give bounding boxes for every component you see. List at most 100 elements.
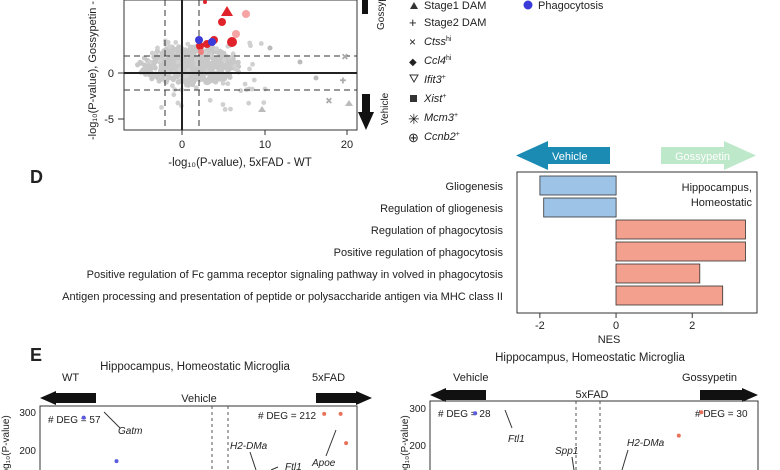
top-highlight-points bbox=[195, 0, 250, 55]
e-left-points bbox=[81, 411, 349, 464]
e-right-arrow-right bbox=[700, 388, 758, 402]
e-left-ytick-200: 200 bbox=[19, 446, 36, 457]
grey-point bbox=[219, 50, 225, 56]
legend-stage1: Stage1 DAM bbox=[424, 0, 486, 12]
red-point bbox=[198, 49, 204, 55]
grey-point bbox=[168, 48, 175, 55]
grey-point bbox=[247, 66, 252, 72]
legend-ccnb2: Ccnb2+ bbox=[424, 131, 460, 143]
top-xlabel: -log₁₀(P-value), 5xFAD - WT bbox=[168, 157, 311, 169]
legend-square-icon bbox=[410, 95, 417, 102]
blue-point bbox=[195, 36, 203, 44]
red-scatter-point bbox=[676, 433, 681, 438]
e-left-group-label: Vehicle bbox=[181, 393, 216, 405]
nes-tick-label: 0 bbox=[613, 320, 619, 332]
e-left-ylabel: -log₁₀(P-value) bbox=[1, 415, 12, 470]
legend-crosshair-icon: ⊕ bbox=[408, 130, 419, 145]
grey-point bbox=[227, 74, 233, 80]
e-right-arrow-right-label: Gossypetin bbox=[682, 372, 737, 384]
grey-point bbox=[163, 49, 169, 56]
grey-point bbox=[261, 100, 267, 105]
legend-cross-icon: × bbox=[409, 35, 416, 49]
grey-point bbox=[220, 62, 226, 68]
gossypetin-arrow-label: Gossypetin bbox=[675, 151, 730, 163]
grey-point bbox=[137, 59, 143, 65]
nes-x-ticks: -2 0 2 bbox=[535, 313, 695, 332]
nes-bar bbox=[615, 263, 701, 284]
legend-triangle-icon bbox=[410, 2, 418, 9]
grey-point bbox=[147, 59, 153, 65]
grey-point bbox=[246, 100, 252, 106]
grey-point bbox=[170, 58, 176, 64]
legend-blue-dot-icon bbox=[523, 0, 533, 10]
grey-point bbox=[238, 88, 244, 94]
grey-point bbox=[220, 80, 226, 86]
top-ytick-0: 0 bbox=[108, 68, 114, 80]
e-left-arrow-left-label: WT bbox=[62, 372, 79, 384]
top-ytick-neg5: -5 bbox=[104, 114, 114, 126]
grey-point bbox=[171, 92, 177, 98]
red-scatter-point bbox=[338, 411, 343, 416]
e-right-ylabel: -log₁₀(P-value) bbox=[400, 415, 411, 470]
grey-point bbox=[150, 64, 156, 71]
grey-point bbox=[193, 57, 199, 63]
grey-point bbox=[187, 48, 193, 54]
top-xtick-0: 0 bbox=[179, 139, 185, 151]
grey-point bbox=[193, 68, 199, 74]
red-point bbox=[242, 10, 250, 18]
grey-point bbox=[173, 40, 179, 45]
grey-point bbox=[185, 41, 191, 47]
panel-e: E Hippocampus, Homeostatic Microglia WT … bbox=[1, 345, 759, 470]
grey-point bbox=[155, 45, 160, 51]
gossypetin-arrow: Gossypetin bbox=[661, 141, 756, 170]
top-ylabel: -log₁₀(P-value), Gossypetin - V bbox=[87, 0, 99, 140]
blue-scatter-point bbox=[114, 459, 119, 464]
panel-d: D Vehicle Gossypetin Hippocampus, Homeos… bbox=[30, 141, 758, 346]
e-left-plot-box bbox=[39, 405, 358, 470]
nes-region-note-1: Hippocampus, bbox=[682, 182, 752, 194]
legend-down-triangle-icon bbox=[409, 74, 419, 84]
vehicle-arrow-label: Vehicle bbox=[552, 151, 587, 163]
nes-bars bbox=[539, 175, 746, 306]
grey-point bbox=[175, 100, 181, 106]
e-left-arrow-right bbox=[316, 391, 372, 405]
nes-category-label: Antigen processing and presentation of p… bbox=[62, 291, 503, 303]
grey-point bbox=[250, 61, 256, 67]
e-left-ytick-300: 300 bbox=[19, 408, 36, 419]
panel-d-letter: D bbox=[30, 167, 43, 187]
e-right-deg-left: # DEG = 28 bbox=[438, 409, 491, 420]
grey-point bbox=[211, 78, 217, 84]
e-right-group-label: 5xFAD bbox=[575, 389, 608, 401]
e-left-gene-apoe: Apoe bbox=[311, 458, 336, 469]
e-right-arrow-left bbox=[430, 388, 486, 402]
top-side-arrow-down bbox=[358, 94, 374, 130]
grey-point bbox=[165, 40, 171, 45]
red-point bbox=[203, 0, 207, 4]
red-point bbox=[232, 30, 240, 38]
grey-point bbox=[194, 62, 200, 67]
grey-point bbox=[184, 82, 190, 88]
nes-tick-label: -2 bbox=[535, 320, 545, 332]
legend-stage2: Stage2 DAM bbox=[424, 17, 486, 29]
nes-category-label: Regulation of phagocytosis bbox=[371, 225, 504, 237]
grey-point bbox=[168, 65, 174, 71]
top-xtick-20: 20 bbox=[341, 139, 353, 151]
top-xtick-10: 10 bbox=[259, 139, 271, 151]
grey-point bbox=[145, 65, 151, 71]
legend-ccl4: Ccl4hi bbox=[424, 55, 452, 67]
panel-e-letter: E bbox=[30, 345, 42, 365]
grey-point bbox=[149, 76, 155, 82]
grey-point bbox=[190, 81, 196, 88]
legend-phagocytosis: Phagocytosis bbox=[538, 0, 604, 12]
grey-point bbox=[209, 60, 215, 66]
grey-point bbox=[159, 105, 164, 110]
e-left-arrow-right-label: 5xFAD bbox=[312, 372, 345, 384]
nes-bar bbox=[615, 219, 746, 240]
grey-point bbox=[157, 58, 163, 63]
e-left-deg-left: # DEG = 57 bbox=[48, 415, 101, 426]
grey-point bbox=[182, 47, 188, 53]
grey-point bbox=[220, 102, 226, 107]
red-scatter-point bbox=[344, 441, 349, 446]
nes-tick-label: 2 bbox=[689, 320, 695, 332]
